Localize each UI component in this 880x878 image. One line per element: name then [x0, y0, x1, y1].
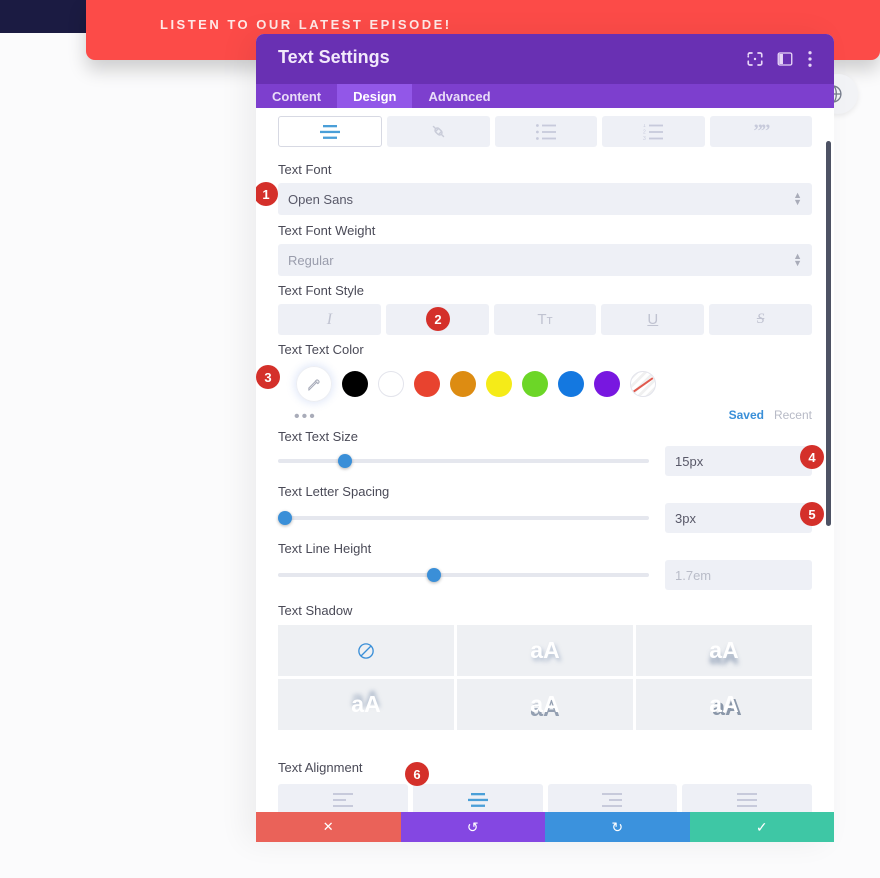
- svg-text:2: 2: [643, 129, 646, 135]
- svg-text:1: 1: [643, 124, 646, 129]
- svg-text:3: 3: [643, 135, 646, 139]
